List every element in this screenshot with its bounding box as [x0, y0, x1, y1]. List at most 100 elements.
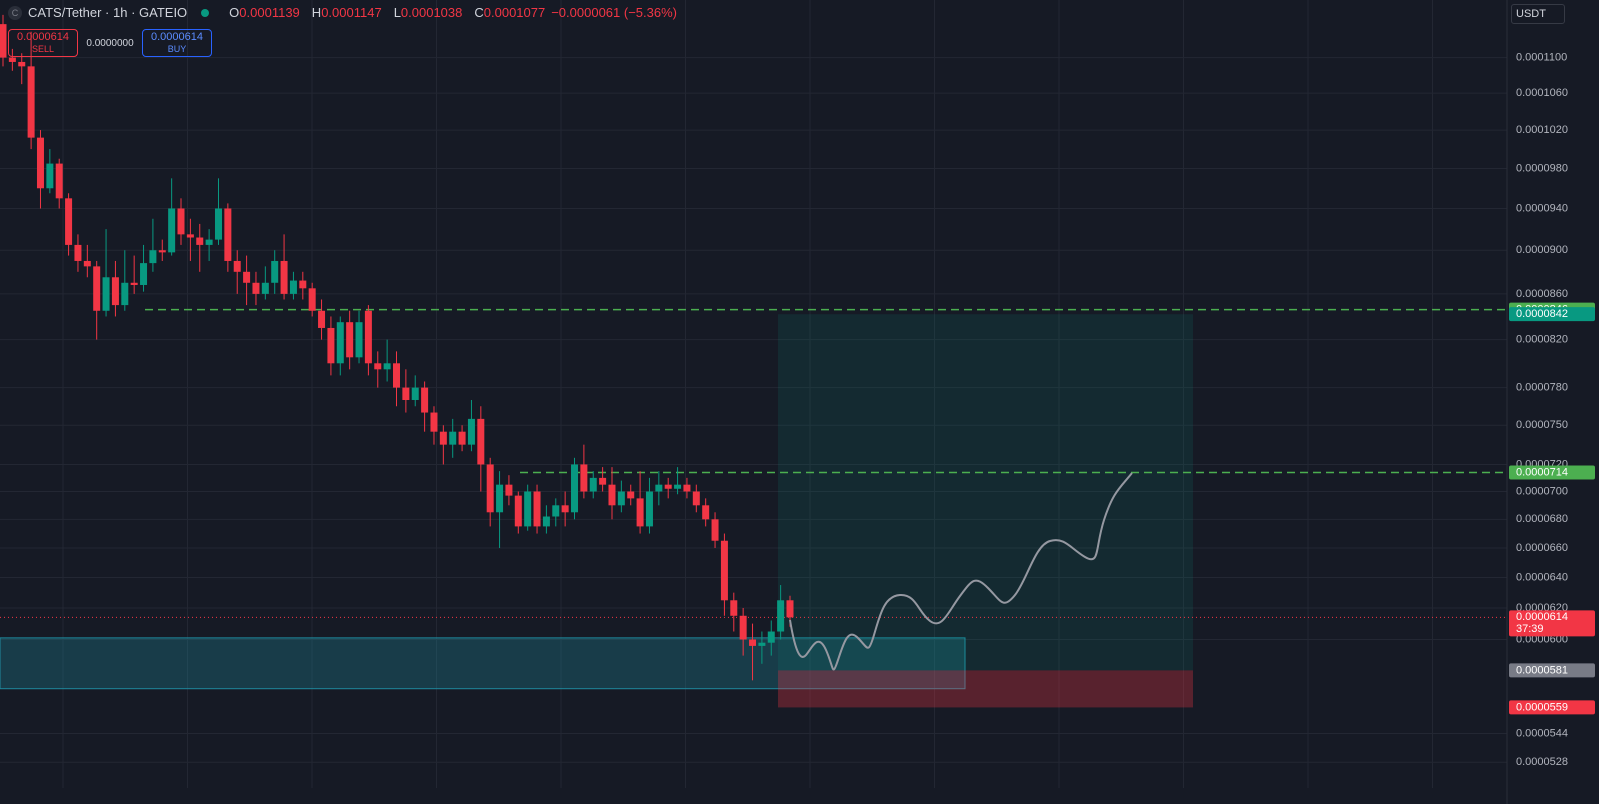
- candle-body: [467, 418, 475, 445]
- candle-body: [177, 208, 185, 235]
- price-tag-label: 0.0000581: [1516, 664, 1568, 676]
- price-tag: [1509, 465, 1595, 480]
- candle-body: [74, 244, 82, 261]
- candle-body: [571, 464, 579, 513]
- candle-body: [393, 363, 400, 388]
- candle-body: [458, 431, 466, 445]
- candle-body: [8, 57, 16, 62]
- candle-body: [542, 516, 550, 527]
- buy-label: BUY: [167, 44, 187, 54]
- ohlc-value: 0.0001139: [239, 5, 300, 20]
- candle-body: [0, 24, 7, 58]
- candle-body: [36, 137, 44, 189]
- candle-body: [449, 431, 457, 445]
- candle-body: [711, 519, 719, 541]
- y-tick-label: 0.0000660: [1516, 542, 1568, 554]
- candle-body: [402, 387, 410, 400]
- candle-body: [505, 484, 513, 496]
- candle-body: [168, 208, 176, 253]
- ohlc-key: C: [474, 5, 484, 20]
- candle-body: [514, 495, 522, 527]
- market-status: [201, 8, 210, 17]
- price-axis: [1507, 0, 1599, 804]
- candle-body: [421, 387, 429, 413]
- candle-body: [730, 600, 738, 616]
- candle-body: [702, 505, 710, 520]
- candle-body: [477, 418, 485, 465]
- candle-body: [589, 477, 597, 492]
- candle-body: [533, 491, 541, 527]
- candle-body: [261, 282, 269, 294]
- candle-body: [786, 600, 794, 618]
- candle-body: [364, 310, 372, 364]
- ohlc-key: H: [311, 5, 322, 20]
- y-tick-label: 0.0000680: [1516, 513, 1568, 525]
- candle-body: [121, 282, 129, 306]
- candle-body: [552, 505, 560, 517]
- candle-body: [683, 484, 691, 492]
- candle-body: [777, 600, 785, 632]
- candle-body: [627, 491, 635, 499]
- ohlc-key: O: [229, 5, 240, 20]
- candle-body: [308, 288, 316, 311]
- spread: 0.0000000: [86, 37, 134, 49]
- demand-zone: [0, 637, 966, 690]
- sell-button[interactable]: 0.0000614 SELL: [8, 29, 78, 57]
- candle-body: [664, 484, 672, 489]
- candle-body: [524, 491, 532, 527]
- price-countdown: 37:39: [1516, 623, 1544, 635]
- candle-body: [102, 277, 110, 311]
- sell-price: 0.0000614: [17, 31, 69, 43]
- ohlc-change: −0.0000061 (−5.36%): [551, 5, 677, 20]
- buy-button[interactable]: 0.0000614 BUY: [142, 29, 212, 57]
- candle-body: [336, 322, 344, 364]
- candle-body: [233, 260, 241, 272]
- symbol-header: C CATS/Tether · 1h · GATEIO O0.0001139 H…: [8, 5, 677, 20]
- candle-body: [299, 280, 307, 289]
- y-tick-label: 0.0000750: [1516, 419, 1568, 431]
- price-tag-label: 0.0000614: [1516, 611, 1568, 623]
- candle-body: [224, 208, 232, 261]
- candle-body: [158, 250, 166, 253]
- y-tick-label: 0.0000820: [1516, 334, 1568, 346]
- y-tick-label: 0.0000544: [1516, 727, 1568, 739]
- candle-body: [186, 234, 194, 238]
- y-tick-label: 0.0000940: [1516, 202, 1568, 214]
- candle-body: [46, 163, 54, 189]
- y-tick-label: 0.0000528: [1516, 756, 1568, 768]
- candle-body: [289, 280, 297, 294]
- y-tick-label: 0.0000860: [1516, 288, 1568, 300]
- candle-body: [580, 464, 588, 492]
- position-loss: [778, 670, 1193, 708]
- price-tag-label: 0.0000714: [1516, 466, 1568, 478]
- y-tick-label: 0.0000640: [1516, 571, 1568, 583]
- price-tag: [1509, 610, 1595, 637]
- candle-body: [280, 260, 288, 294]
- y-tick-label: 0.0000780: [1516, 382, 1568, 394]
- candle-body: [196, 237, 204, 245]
- candle-body: [130, 282, 138, 285]
- position-profit: [778, 314, 1193, 671]
- y-tick-label: 0.0001100: [1516, 51, 1567, 63]
- candle-body: [486, 464, 494, 513]
- currency-selector[interactable]: USDT: [1511, 4, 1565, 24]
- candle-body: [496, 484, 504, 513]
- candle-body: [720, 540, 728, 601]
- symbol-icon: C: [8, 5, 22, 20]
- y-tick-label: 0.0001060: [1516, 87, 1568, 99]
- candle-body: [140, 263, 148, 285]
- candle-body: [439, 431, 447, 445]
- candle-body: [655, 484, 663, 492]
- ohlc-value: 0.0001038: [400, 5, 463, 20]
- buy-price: 0.0000614: [151, 31, 203, 43]
- candle-body: [271, 260, 279, 283]
- trade-panel: 0.0000614 SELL 0.0000000 0.0000614 BUY: [8, 29, 212, 57]
- candle-body: [83, 260, 91, 267]
- symbol-name[interactable]: CATS/Tether · 1h · GATEIO: [28, 5, 188, 20]
- candle-body: [692, 491, 700, 506]
- candle-body: [346, 322, 354, 358]
- candle-body: [674, 484, 682, 489]
- candle-body: [318, 310, 326, 328]
